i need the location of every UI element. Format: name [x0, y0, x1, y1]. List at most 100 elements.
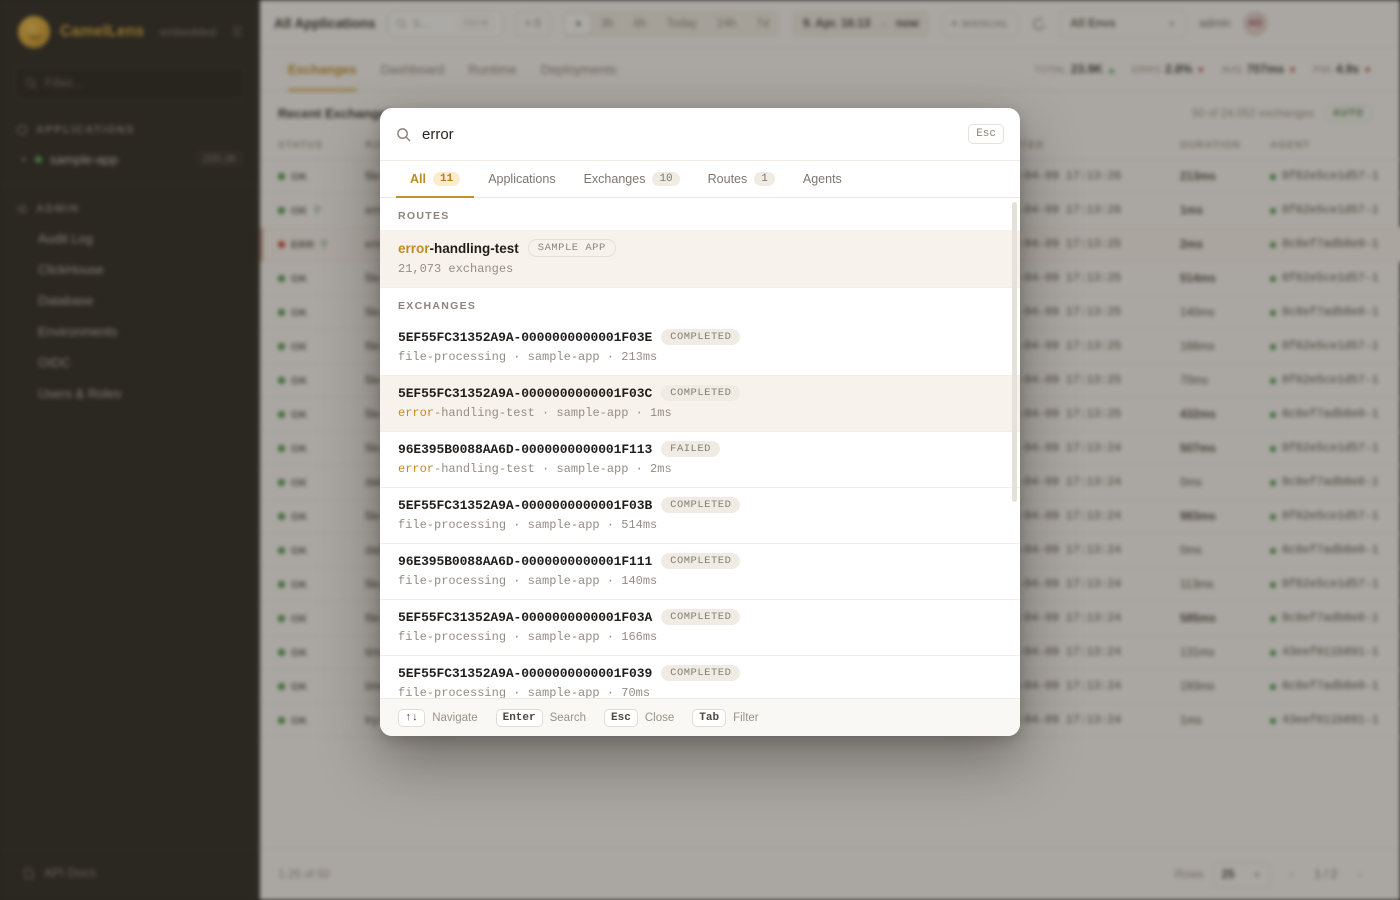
- inspect-icon[interactable]: ⚲: [320, 239, 328, 250]
- agent-name: 8c8ef7adb8e0-1: [1282, 238, 1379, 251]
- sidebar-brand[interactable]: CamelLens embedded ☰: [0, 0, 259, 62]
- sidebar-section-admin: ADMIN: [0, 195, 259, 223]
- palette-result-item[interactable]: 5EF55FC31352A9A-0000000000001F039 COMPLET…: [380, 656, 1020, 698]
- sidebar-filter-input[interactable]: Filter...: [14, 66, 245, 100]
- palette-search-row: error Esc: [380, 108, 1020, 160]
- segment-today[interactable]: Today: [666, 17, 698, 30]
- segment-7d[interactable]: 7d: [756, 17, 770, 30]
- segment-24h[interactable]: 24h: [717, 17, 737, 30]
- result-badge: COMPLETED: [661, 665, 741, 681]
- inspect-icon[interactable]: ⚲: [313, 205, 321, 216]
- col-duration[interactable]: DURATION: [1170, 132, 1260, 160]
- palette-tab-all[interactable]: All 11: [396, 160, 474, 198]
- cell-agent: 8f62e5ce1d57-1: [1260, 431, 1400, 466]
- auto-refresh-badge[interactable]: AUTO: [1324, 105, 1372, 122]
- manual-mode-badge[interactable]: MANUAL: [941, 10, 1020, 37]
- palette-tab-routes[interactable]: Routes 1: [694, 160, 789, 198]
- cell-duration: 432ms: [1170, 397, 1260, 432]
- chevron-right-icon[interactable]: ▸: [22, 153, 28, 165]
- sidebar-item-api-docs[interactable]: API Docs: [0, 849, 259, 900]
- stat-errs-label: ERRS: [1131, 64, 1162, 76]
- tab-dashboard[interactable]: Dashboard: [380, 61, 445, 77]
- cell-agent: 8f62e5ce1d57-1: [1260, 363, 1400, 398]
- topbar-search-input[interactable]: S... Ctrl+K: [387, 10, 503, 37]
- cell-duration: 1ms: [1170, 193, 1260, 228]
- cube-icon: [16, 124, 28, 136]
- palette-result-item[interactable]: 5EF55FC31352A9A-0000000000001F03B COMPLET…: [380, 488, 1020, 544]
- palette-results[interactable]: ROUTES error-handling-test SAMPLE APP 21,07…: [380, 198, 1020, 698]
- collapse-sidebar-icon[interactable]: ☰: [231, 24, 243, 39]
- col-status[interactable]: STATUS: [260, 132, 355, 160]
- shortcut-key-navigate: ↑↓: [398, 708, 426, 727]
- palette-tab-exchanges[interactable]: Exchanges 10: [570, 160, 694, 198]
- result-title-row: error-handling-test SAMPLE APP: [398, 239, 1002, 257]
- palette-scrollbar-thumb[interactable]: [1012, 202, 1017, 502]
- palette-tab-label: Routes: [707, 172, 748, 186]
- range-arrow-icon: →: [877, 17, 889, 30]
- status-dot-icon: [278, 683, 285, 690]
- sidebar-item-environments[interactable]: Environments: [38, 324, 118, 339]
- result-meta: file-processing · sample-app · 166ms: [398, 630, 658, 644]
- status-text: OK: [291, 408, 308, 421]
- next-page-button[interactable]: ›: [1358, 868, 1362, 881]
- status-dot-icon: [278, 717, 285, 724]
- palette-result-item[interactable]: error-handling-test SAMPLE APP 21,073 exch…: [380, 230, 1020, 288]
- agent-name: 43eef011b891-1: [1282, 714, 1379, 727]
- rows-per-page-select[interactable]: 25 ▼: [1212, 861, 1271, 888]
- result-meta: file-processing · sample-app · 514ms: [398, 518, 658, 532]
- tab-exchanges[interactable]: Exchanges: [288, 48, 357, 91]
- result-meta: error-handling-test · sample-app · 1ms: [398, 406, 672, 420]
- avatar[interactable]: AD: [1242, 11, 1268, 36]
- topbar-search-shortcut: Ctrl+K: [457, 16, 495, 31]
- status-text: OK: [291, 680, 308, 693]
- topbar-title: All Applications: [274, 16, 376, 31]
- palette-tab-agents[interactable]: Agents: [789, 160, 856, 198]
- stat-errs-value: 2.8%: [1165, 62, 1193, 76]
- palette-result-item[interactable]: 5EF55FC31352A9A-0000000000001F03E COMPLET…: [380, 320, 1020, 376]
- topbar-filter-chip[interactable]: + 0: [514, 10, 551, 37]
- palette-results-scroll: ROUTES error-handling-test SAMPLE APP 21,07…: [380, 198, 1020, 698]
- result-meta-highlight: error: [398, 462, 435, 476]
- col-agent[interactable]: AGENT: [1260, 132, 1400, 160]
- palette-result-item[interactable]: 96E395B0088AA6D-0000000000001F113 FAILED e…: [380, 432, 1020, 488]
- cell-status: OK: [260, 261, 355, 296]
- sidebar-item-sample-app[interactable]: ▸ sample-app 200.3k: [0, 144, 259, 174]
- palette-result-item[interactable]: 96E395B0088AA6D-0000000000001F111 COMPLET…: [380, 544, 1020, 600]
- refresh-icon[interactable]: [1031, 16, 1047, 32]
- environment-select[interactable]: All Envs ▼: [1059, 9, 1188, 38]
- tab-deployments[interactable]: Deployments: [540, 61, 617, 77]
- sidebar-item-audit-log[interactable]: Audit Log: [38, 231, 93, 246]
- agent-name: 8f62e5ce1d57-1: [1282, 442, 1379, 455]
- segment-contrast[interactable]: ◑: [564, 13, 590, 34]
- sidebar-item-users-roles[interactable]: Users & Roles: [38, 386, 122, 401]
- sidebar-item-clickhouse[interactable]: ClickHouse: [38, 262, 104, 277]
- sidebar-item-oidc[interactable]: OIDC: [38, 355, 71, 370]
- document-icon: [24, 867, 34, 879]
- segment-3h[interactable]: 3h: [600, 17, 614, 30]
- palette-footer: ↑↓ Navigate Enter Search Esc Close Tab Filter: [380, 698, 1020, 736]
- palette-search-input[interactable]: error: [422, 125, 454, 143]
- palette-esc-badge[interactable]: Esc: [968, 124, 1004, 144]
- palette-tab-applications[interactable]: Applications: [474, 160, 569, 198]
- sidebar-item-database[interactable]: Database: [38, 293, 94, 308]
- result-badge: COMPLETED: [661, 553, 741, 569]
- stat-avg-arrow-icon: ▼: [1288, 65, 1298, 75]
- tab-runtime[interactable]: Runtime: [468, 61, 517, 77]
- result-name: 5EF55FC31352A9A-0000000000001F03C: [398, 385, 653, 401]
- agent-status-dot-icon: [1270, 309, 1276, 316]
- palette-result-item[interactable]: 5EF55FC31352A9A-0000000000001F03A COMPLET…: [380, 600, 1020, 656]
- time-range-display[interactable]: 9. Apr. 16:13 → now: [792, 9, 930, 38]
- status-dot-icon: [278, 241, 285, 248]
- agent-name: 8f62e5ce1d57-1: [1282, 340, 1379, 353]
- prev-page-button[interactable]: ‹: [1289, 868, 1294, 881]
- cell-status: OK ⚲: [260, 193, 355, 228]
- agent-status-dot-icon: [1270, 547, 1276, 554]
- status-text: ERR: [291, 238, 315, 251]
- time-range-segments[interactable]: ◑ 3h 6h Today 24h 7d: [562, 9, 781, 38]
- agent-status-dot-icon: [1270, 615, 1276, 622]
- segment-6h[interactable]: 6h: [633, 17, 647, 30]
- status-dot-icon: [278, 207, 285, 214]
- palette-result-item[interactable]: 5EF55FC31352A9A-0000000000001F03C COMPLET…: [380, 376, 1020, 432]
- sidebar-app-name: sample-app: [50, 151, 118, 167]
- header-stats: TOTAL 23.9K ▲ ERRS 2.8% ▼ AVG 707ms ▼ P9…: [1034, 62, 1372, 76]
